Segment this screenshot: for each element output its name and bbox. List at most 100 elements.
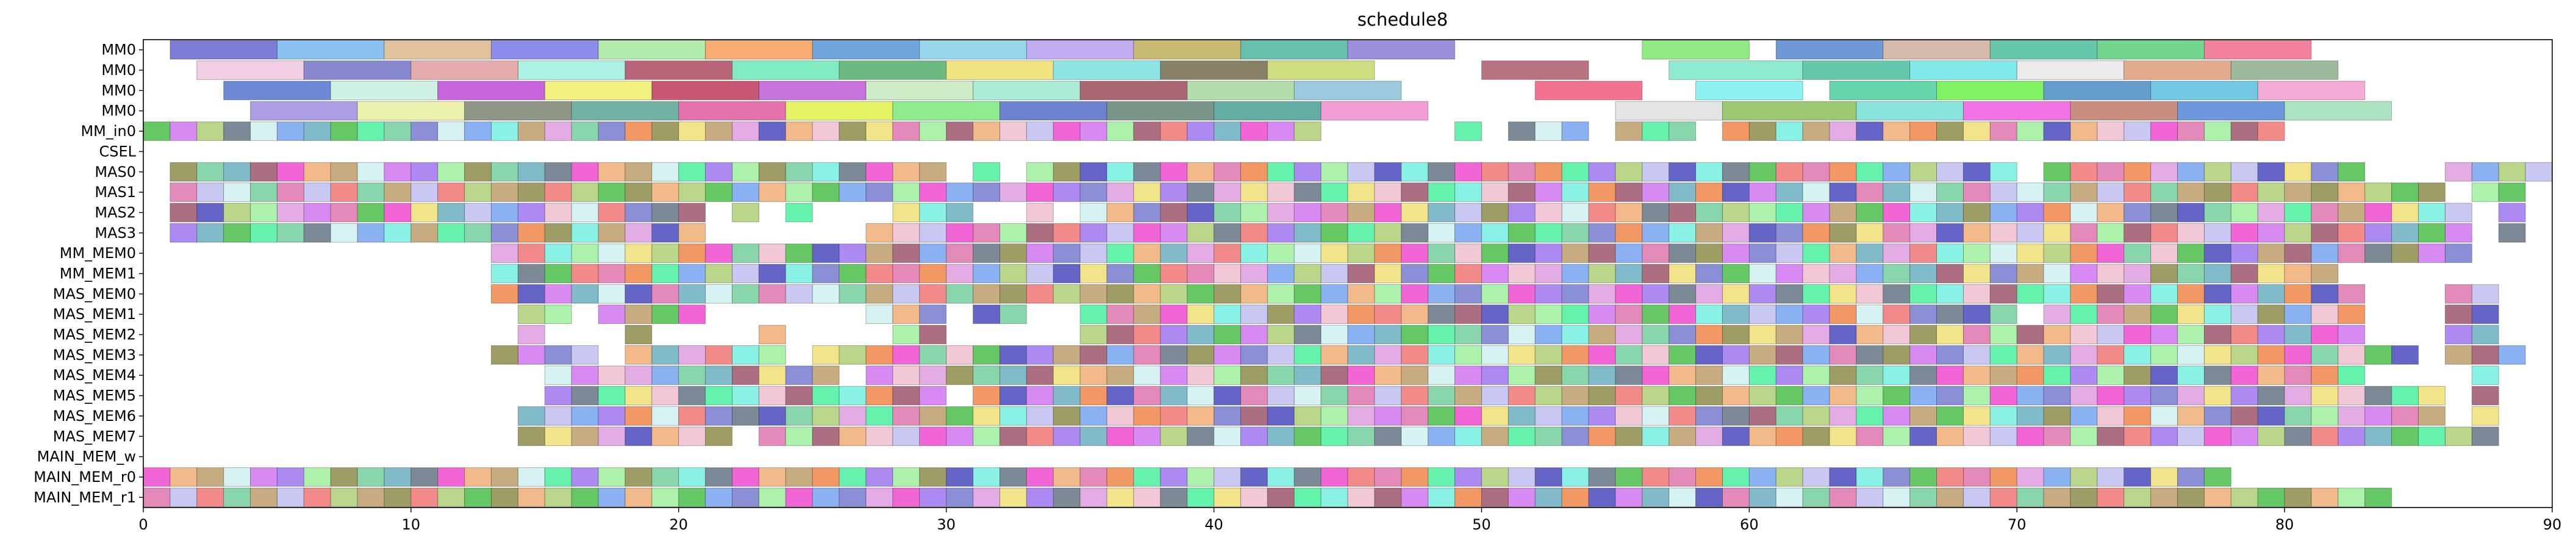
task-bar <box>1240 325 1268 345</box>
task-bar <box>1588 345 1616 365</box>
task-bar <box>1883 182 1911 202</box>
task-bar <box>1374 162 1402 182</box>
task-bar <box>517 223 545 243</box>
task-bar <box>544 365 572 386</box>
task-bar <box>1401 243 1429 263</box>
task-bar <box>946 365 974 386</box>
task-bar <box>651 304 679 325</box>
task-bar <box>2016 60 2125 80</box>
task-bar <box>624 182 653 202</box>
task-bar <box>1347 264 1375 284</box>
task-bar <box>2097 284 2125 304</box>
task-bar <box>1722 223 1750 243</box>
task-bar <box>1160 365 1188 386</box>
task-bar <box>2203 264 2231 284</box>
task-bar <box>1588 304 1616 325</box>
task-bar <box>598 162 626 182</box>
task-bar <box>1347 406 1375 426</box>
task-bar <box>1802 182 1830 202</box>
task-bar <box>2070 101 2178 121</box>
task-bar <box>1722 284 1750 304</box>
task-bar <box>946 467 974 487</box>
task-bar <box>1374 386 1402 406</box>
task-bar <box>732 345 759 365</box>
task-bar <box>892 264 920 284</box>
task-bar <box>1669 223 1697 243</box>
task-bar <box>1240 426 1268 447</box>
task-bar <box>812 406 840 426</box>
task-bar <box>1883 284 1911 304</box>
task-bar <box>1240 182 1268 202</box>
task-bar <box>1454 121 1482 141</box>
task-bar <box>491 162 518 182</box>
task-bar <box>491 467 518 487</box>
task-bar <box>1883 243 1911 263</box>
task-bar <box>1962 325 1991 345</box>
task-bar <box>2230 60 2339 80</box>
task-bar <box>1428 223 1456 243</box>
task-bar <box>1856 182 1884 202</box>
task-bar <box>1106 386 1134 406</box>
task-bar <box>1428 203 1456 223</box>
task-bar <box>357 182 385 202</box>
task-bar <box>2043 304 2071 325</box>
task-bar <box>2230 345 2258 365</box>
y-tick-label: MAS_MEM4 <box>53 367 136 384</box>
y-tick-label: MAS_MEM7 <box>53 428 136 445</box>
task-bar <box>1829 386 1857 406</box>
task-bar <box>1401 203 1429 223</box>
task-bar <box>1320 304 1348 325</box>
task-bar <box>357 467 385 487</box>
task-bar <box>2177 386 2205 406</box>
task-bar <box>1829 406 1857 426</box>
task-bar <box>785 162 813 182</box>
task-bar <box>1347 426 1375 447</box>
task-bar <box>571 182 599 202</box>
task-bar <box>1508 203 1536 223</box>
task-bar <box>1775 325 1803 345</box>
x-tick-label: 50 <box>1472 516 1491 533</box>
task-bar <box>1748 223 1776 243</box>
task-bar <box>571 426 599 447</box>
task-bar <box>1454 365 1482 386</box>
task-bar <box>2016 426 2044 447</box>
task-bar <box>357 223 385 243</box>
task-bar <box>1160 162 1188 182</box>
task-bar <box>1534 304 1562 325</box>
task-bar <box>196 60 304 80</box>
y-tick-label: MM0 <box>101 62 136 79</box>
task-bar <box>1374 182 1402 202</box>
task-bar <box>624 467 653 487</box>
task-bar <box>1534 345 1562 365</box>
task-bar <box>1347 284 1375 304</box>
task-bar <box>1481 467 1509 487</box>
task-bar <box>839 467 867 487</box>
task-bar <box>946 182 974 202</box>
task-bar <box>865 264 893 284</box>
task-bar <box>946 60 1054 80</box>
task-bar <box>973 386 1000 406</box>
task-bar <box>919 426 947 447</box>
task-bar <box>1454 426 1482 447</box>
task-bar <box>1909 304 1937 325</box>
task-bar <box>1775 162 1803 182</box>
task-bar <box>1347 386 1375 406</box>
task-bar <box>624 243 653 263</box>
task-bar <box>865 162 893 182</box>
task-bar <box>2097 203 2125 223</box>
task-bar <box>143 121 171 141</box>
task-bar <box>1454 203 1482 223</box>
task-bar <box>1267 223 1295 243</box>
task-bar <box>1775 40 1884 60</box>
task-bar <box>1320 345 1348 365</box>
task-bar <box>919 304 947 325</box>
task-bar <box>705 182 733 202</box>
task-bar <box>2391 406 2419 426</box>
task-bar <box>973 284 1000 304</box>
task-bar <box>1802 467 1830 487</box>
task-bar <box>973 365 1000 386</box>
task-bar <box>1748 243 1776 263</box>
task-bar <box>2418 203 2445 223</box>
task-bar <box>2177 325 2205 345</box>
task-bar <box>1829 345 1857 365</box>
